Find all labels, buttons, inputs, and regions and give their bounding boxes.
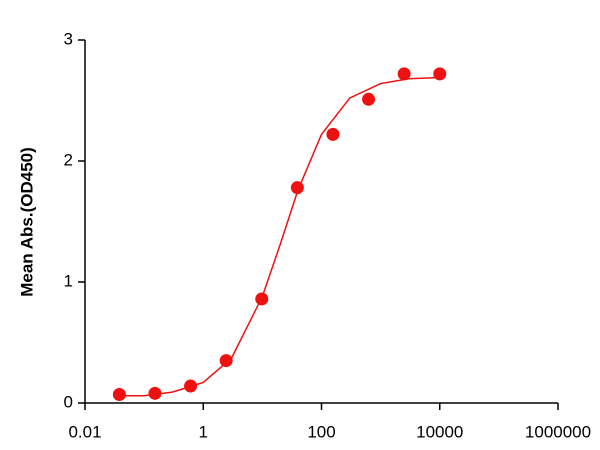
data-point [326,127,340,141]
data-point [219,354,233,368]
x-tick-label: 0.01 [68,422,101,441]
y-tick-label: 1 [64,271,73,290]
x-tick-label: 1 [199,422,208,441]
data-point [184,379,198,393]
x-tick-label: 10000 [416,422,463,441]
data-point [433,67,447,81]
data-point [362,92,376,106]
x-tick-label: 1000000 [525,422,591,441]
data-point [148,386,162,400]
y-tick-label: 2 [64,150,73,169]
x-tick-label: 100 [307,422,335,441]
data-point [397,67,411,81]
data-point [290,181,304,195]
y-tick-label: 3 [64,29,73,48]
fit-curve [120,76,440,397]
y-tick-label: 0 [64,392,73,411]
y-axis-label: Mean Abs.(OD450) [17,147,36,297]
data-point [112,388,126,402]
data-point [255,292,269,306]
